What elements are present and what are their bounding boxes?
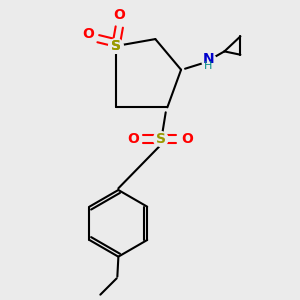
Circle shape <box>109 39 123 53</box>
Text: S: S <box>111 39 121 53</box>
Text: S: S <box>156 132 166 146</box>
Text: H: H <box>204 61 213 71</box>
Text: O: O <box>82 27 94 41</box>
Circle shape <box>153 132 168 146</box>
Text: O: O <box>113 8 125 22</box>
Text: O: O <box>181 132 193 146</box>
Text: S: S <box>111 39 121 53</box>
Text: O: O <box>127 132 139 146</box>
Text: N: N <box>202 52 214 66</box>
Circle shape <box>202 54 217 69</box>
